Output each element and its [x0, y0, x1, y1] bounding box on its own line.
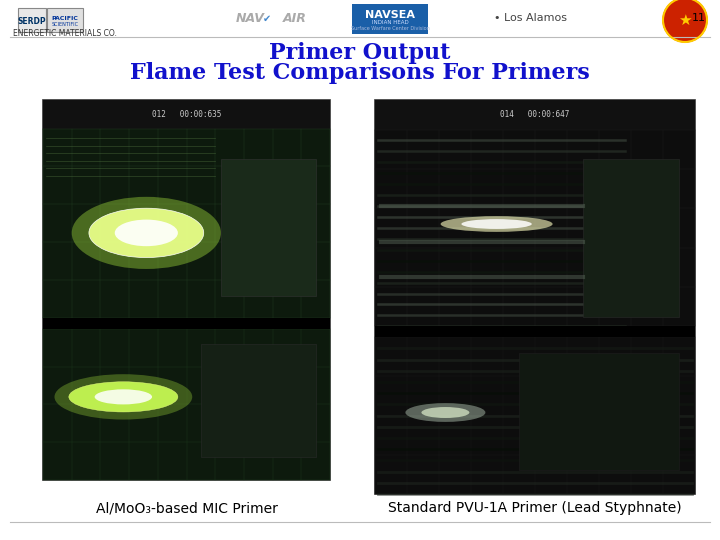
Bar	[375, 338, 695, 494]
Text: • Los Alamos: • Los Alamos	[493, 13, 567, 23]
Text: NAVSEA: NAVSEA	[365, 10, 415, 20]
Text: Surface Warfare Center Division: Surface Warfare Center Division	[351, 26, 429, 31]
Text: ★: ★	[678, 12, 692, 28]
Text: SCIENTIFIC: SCIENTIFIC	[52, 23, 78, 28]
Bar	[43, 100, 330, 480]
Bar	[375, 100, 695, 130]
Bar	[375, 326, 695, 338]
Text: PACIFIC: PACIFIC	[52, 16, 78, 21]
Bar	[43, 318, 330, 329]
Bar	[375, 100, 695, 494]
Bar	[47, 8, 83, 32]
Ellipse shape	[55, 374, 192, 420]
Ellipse shape	[441, 216, 553, 232]
Text: AIR: AIR	[283, 12, 307, 25]
Bar	[352, 4, 428, 34]
Text: SERDP: SERDP	[18, 17, 46, 26]
Text: 014   00:00:647: 014 00:00:647	[500, 110, 570, 119]
Ellipse shape	[421, 407, 469, 418]
Bar	[583, 159, 679, 316]
Text: INDIAN HEAD: INDIAN HEAD	[372, 21, 408, 25]
Bar	[43, 129, 330, 318]
Bar	[18, 8, 46, 32]
Text: 012   00:00:635: 012 00:00:635	[152, 110, 221, 119]
Text: Flame Test Comparisons For Primers: Flame Test Comparisons For Primers	[130, 62, 590, 84]
Ellipse shape	[405, 403, 485, 422]
Bar	[221, 159, 315, 295]
Bar	[519, 353, 679, 470]
Text: ✔: ✔	[263, 14, 271, 24]
Text: 11: 11	[692, 13, 706, 23]
Text: ENERGETIC MATERIALS CO.: ENERGETIC MATERIALS CO.	[13, 29, 117, 37]
Ellipse shape	[114, 220, 178, 246]
Circle shape	[663, 0, 707, 42]
Bar	[201, 344, 315, 457]
Ellipse shape	[94, 389, 152, 404]
Bar	[43, 329, 330, 480]
Bar	[43, 100, 330, 129]
Ellipse shape	[462, 219, 532, 229]
Ellipse shape	[69, 382, 178, 412]
Bar	[375, 130, 695, 326]
Text: Al/MoO₃-based MIC Primer: Al/MoO₃-based MIC Primer	[96, 501, 277, 515]
Ellipse shape	[72, 197, 221, 269]
Text: Standard PVU-1A Primer (Lead Styphnate): Standard PVU-1A Primer (Lead Styphnate)	[388, 501, 682, 515]
Text: NAV: NAV	[236, 12, 265, 25]
Text: Primer Output: Primer Output	[269, 42, 451, 64]
Ellipse shape	[89, 208, 204, 258]
